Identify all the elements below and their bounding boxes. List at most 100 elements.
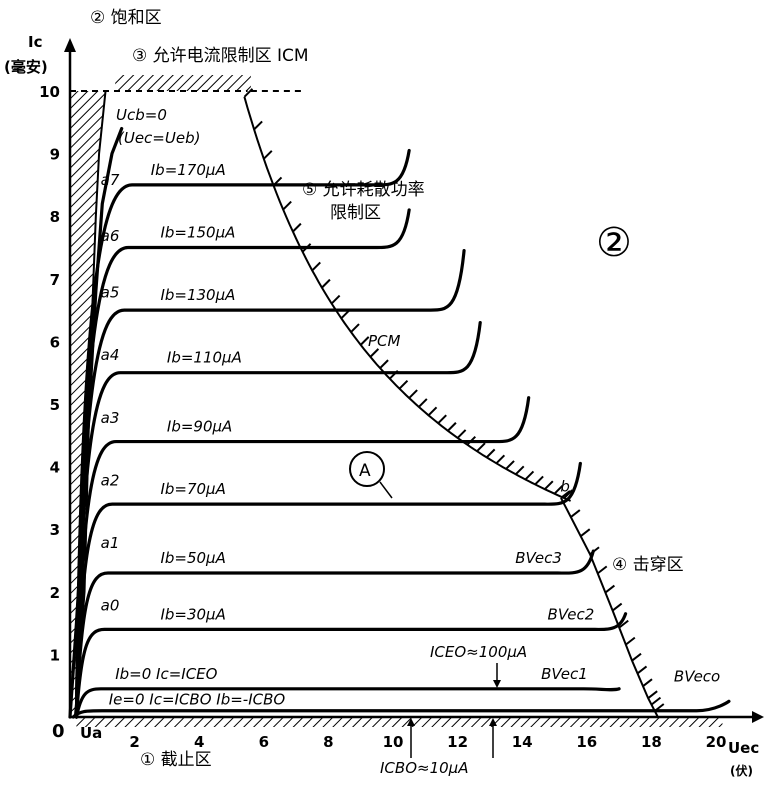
- y-tick-label: 9: [50, 146, 60, 164]
- saturation-point-label: a4: [101, 346, 120, 364]
- pcm-hatch-mark: [553, 485, 564, 495]
- pcm-hatch-mark: [321, 278, 331, 289]
- y-axis-label: Ic: [28, 33, 42, 51]
- pcm-hatch-mark: [282, 200, 292, 211]
- icbo-arrow-head-1: [407, 718, 415, 726]
- pcm-hatch-mark: [495, 454, 506, 464]
- y-tick-label: 10: [39, 83, 60, 101]
- ua-label: Ua: [80, 724, 102, 742]
- pcm-hatch-mark: [292, 222, 302, 233]
- x-tick-label: 2: [129, 733, 139, 751]
- breakdown-hatch-mark: [570, 509, 581, 518]
- pcm-hatch-mark: [379, 359, 389, 369]
- characteristic-curve: [74, 249, 466, 719]
- pcm-label: PCM: [368, 332, 401, 350]
- characteristic-curve: [74, 612, 628, 719]
- breakdown-region-label: ④ 击穿区: [612, 555, 684, 575]
- pcm-hatch-mark: [476, 442, 486, 452]
- breakdown-hatch-mark: [647, 690, 658, 700]
- pcm-hatch-mark: [515, 465, 525, 476]
- x-tick-label: 6: [259, 733, 269, 751]
- x-tick-label: 8: [323, 733, 333, 751]
- characteristic-curve: [74, 549, 595, 719]
- pcm-hatch-mark: [350, 323, 360, 333]
- pcm-hatch-mark: [456, 429, 467, 439]
- breakdown-voltage-label: BVec3: [515, 549, 562, 567]
- x-tick-label: 14: [512, 733, 533, 751]
- pcm-hatch-mark: [534, 475, 544, 486]
- cutoff-region-hatch: [76, 717, 723, 727]
- pcm-hatch-mark: [369, 348, 380, 358]
- saturation-point-label: a5: [101, 284, 120, 302]
- series-label: Ib=110μA: [167, 349, 242, 367]
- breakdown-voltage-label: BVeco: [674, 668, 720, 686]
- saturation-point-label: a0: [101, 597, 120, 615]
- y-tick-label: 2: [50, 584, 60, 602]
- pcm-hatch-mark: [330, 294, 341, 305]
- pcm-hatch-mark: [427, 406, 438, 416]
- x-tick-label: 4: [194, 733, 204, 751]
- saturation-point-label: a2: [101, 471, 120, 489]
- x-tick-label: 20: [706, 733, 727, 751]
- y-tick-label: 5: [50, 396, 60, 414]
- saturation-point-label: a1: [101, 534, 120, 552]
- point-a-leader: [379, 481, 393, 499]
- power-region-label-1: ⑤ 允许耗散功率: [302, 180, 425, 200]
- y-tick-label: 4: [50, 459, 60, 477]
- saturation-point-label: a3: [101, 409, 120, 427]
- pcm-hatch-mark: [311, 261, 321, 272]
- characteristic-curve: [74, 148, 411, 719]
- cutoff-series-label: Ie=0 Ic=ICBO Ib=-ICBO: [109, 691, 286, 709]
- pcm-hatch-mark: [398, 379, 409, 390]
- icbo-arrow-head-2: [489, 718, 497, 726]
- x-tick-label: 18: [641, 733, 662, 751]
- x-tick-label: 16: [576, 733, 597, 751]
- characteristic-curve: [74, 321, 482, 719]
- breakdown-hatch-mark: [625, 636, 636, 646]
- origin-label: 0: [52, 721, 65, 742]
- series-label: Ib=30μA: [160, 605, 225, 623]
- y-tick-label: 3: [50, 521, 60, 539]
- series-label: Ib=130μA: [160, 286, 235, 304]
- x-tick-label: 12: [447, 733, 468, 751]
- uec-ueb-label: (Uec=Ueb): [118, 129, 200, 147]
- pcm-hatch-mark: [447, 422, 457, 432]
- breakdown-hatch-mark: [642, 678, 653, 687]
- pcm-hatch-mark: [253, 120, 263, 131]
- icbo-note: ICBO≈10μA: [380, 759, 468, 777]
- x-axis-arrow: [752, 711, 764, 723]
- iceo-arrow-head: [493, 680, 501, 688]
- y-tick-label: 1: [50, 646, 60, 664]
- x-axis-label: Uec: [728, 739, 759, 757]
- pcm-hatch-mark: [544, 480, 554, 490]
- breakdown-voltage-label: BVec1: [541, 665, 588, 683]
- pcm-boundary: [243, 96, 572, 502]
- pcm-hatch-mark: [418, 398, 428, 408]
- breakdown-hatch-mark: [604, 584, 616, 594]
- icm-region-hatch: [115, 75, 251, 91]
- x-tick-label: 10: [383, 733, 404, 751]
- breakdown-boundary: [560, 497, 659, 718]
- point-a-label: A: [359, 461, 371, 481]
- max-current-region-label: ③ 允许电流限制区 ICM: [132, 46, 309, 66]
- y-tick-label: 7: [50, 271, 60, 289]
- breakdown-hatch-mark: [612, 602, 623, 612]
- cutoff-curve: [71, 699, 731, 719]
- breakdown-voltage-label: BVec2: [548, 605, 595, 623]
- series-label: Ib=90μA: [167, 418, 232, 436]
- pcm-hatch-mark: [408, 389, 418, 399]
- pcm-hatch-mark: [437, 414, 447, 424]
- pcm-hatch-mark: [563, 489, 573, 499]
- power-region-label-2: 限制区: [330, 203, 381, 223]
- saturation-point-label: a6: [101, 227, 120, 245]
- series-label: Ib=50μA: [160, 549, 225, 567]
- characteristic-curve: [74, 687, 621, 719]
- region-2-large-label: ②: [596, 220, 632, 266]
- breakdown-voltage-label: b: [560, 477, 570, 495]
- pcm-hatch-mark: [505, 460, 515, 470]
- pcm-hatch-mark: [524, 470, 535, 481]
- series-label: Ib=0 Ic=ICEO: [115, 665, 217, 683]
- breakdown-hatch-mark: [618, 619, 629, 629]
- y-tick-label: 8: [50, 208, 60, 226]
